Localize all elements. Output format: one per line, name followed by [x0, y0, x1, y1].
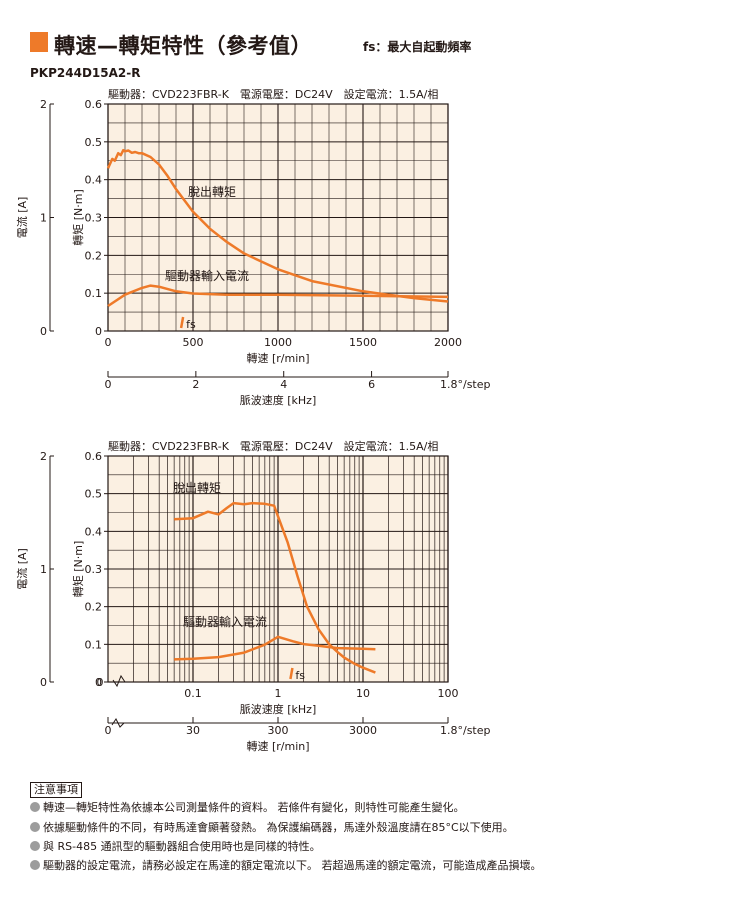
fs-marker	[289, 667, 294, 680]
y-tick-label: 0.4	[85, 174, 103, 187]
bullet-icon	[30, 822, 40, 832]
chart-condition: 驅動器：CVD223FBR-K 電源電壓：DC24V 設定電流：1.5A/相	[108, 87, 438, 101]
y2-axis-label: 電流 [A]	[15, 548, 29, 590]
y-tick-label: 0.6	[85, 98, 103, 111]
x2-axis-label: 脈波速度 [kHz]	[240, 393, 317, 407]
y-axis-label: 轉矩 [N·m]	[72, 189, 85, 246]
x2-tick-label: 0	[105, 724, 112, 737]
y-tick-label: 0.2	[85, 601, 103, 614]
x2-tick-label: 2	[192, 378, 199, 391]
note-item: 驅動器的設定電流，請務必設定在馬達的額定電流以下。 若超過馬達的額定電流，可能造…	[30, 859, 542, 873]
series-label: 驅動器輸入電流	[165, 268, 249, 283]
axis-break-mark	[111, 718, 125, 728]
x-tick-label: 2000	[434, 336, 462, 349]
y2-axis-label: 電流 [A]	[15, 197, 29, 239]
bullet-icon	[30, 802, 40, 812]
y2-tick-label: 0	[40, 676, 47, 689]
series-line	[174, 501, 376, 674]
y-tick-label: 0.1	[85, 638, 103, 651]
page-title: 轉速—轉矩特性（參考值）	[54, 34, 312, 58]
y-axis-label: 轉矩 [N·m]	[72, 541, 85, 598]
note-item: 與 RS-485 通訊型的驅動器組合使用時也是同樣的特性。	[30, 840, 321, 854]
x2-tick-label: 3000	[349, 724, 377, 737]
axis-break-mark	[112, 674, 126, 688]
x-tick-label: 1000	[264, 336, 292, 349]
y2-tick-label: 1	[40, 212, 47, 225]
x-tick-label: 500	[183, 336, 204, 349]
series-label: 脫出轉矩	[188, 184, 236, 199]
y2-tick-label: 2	[40, 98, 47, 111]
x2-unit-label: 1.8°/step	[440, 378, 491, 391]
y-tick-label: 0.5	[85, 136, 103, 149]
y-tick-label: 0	[95, 325, 102, 338]
x-axis-label: 轉速 [r/min]	[246, 352, 309, 365]
series-line	[174, 635, 376, 661]
chart-condition: 驅動器：CVD223FBR-K 電源電壓：DC24V 設定電流：1.5A/相	[108, 439, 438, 453]
series-line	[107, 284, 449, 308]
chart-speed-torque-log: 驅動器：CVD223FBR-K 電源電壓：DC24V 設定電流：1.5A/相 0 0…	[15, 439, 491, 753]
y-tick-label: 0	[95, 676, 102, 689]
y-tick-label: 0.4	[85, 525, 103, 538]
x2-tick-label: 0	[105, 378, 112, 391]
y-tick-label: 0.3	[85, 212, 103, 225]
x2-tick-label: 300	[268, 724, 289, 737]
x-tick-label: 0.1	[184, 687, 202, 700]
bullet-icon	[30, 860, 40, 870]
x2-unit-label: 1.8°/step	[440, 724, 491, 737]
x-tick-label: 100	[438, 687, 459, 700]
x-tick-label: 10	[356, 687, 370, 700]
y2-tick-label: 0	[40, 325, 47, 338]
chart-speed-torque-linear: 驅動器：CVD223FBR-K 電源電壓：DC24V 設定電流：1.5A/相00…	[15, 87, 491, 407]
x2-tick-label: 4	[280, 378, 287, 391]
y-tick-label: 0.5	[85, 488, 103, 501]
y2-tick-label: 2	[40, 450, 47, 463]
y-tick-label: 0.3	[85, 563, 103, 576]
title-marker	[30, 32, 48, 52]
fs-label: fs	[186, 318, 196, 331]
fs-marker	[179, 316, 185, 329]
model-number: PKP244D15A2-R	[30, 66, 141, 80]
y-tick-label: 0.6	[85, 450, 103, 463]
fs-label: fs	[295, 669, 305, 682]
note-item: 轉速—轉矩特性為依據本公司測量條件的資料。 若條件有變化，則特性可能產生變化。	[30, 801, 465, 815]
bullet-icon	[30, 841, 40, 851]
series-label: 脫出轉矩	[173, 480, 221, 495]
x-tick-label: 0	[97, 676, 104, 689]
notes-title: 注意事項	[30, 782, 82, 798]
series-label: 驅動器輸入電流	[183, 614, 267, 629]
x-tick-label: 0	[105, 336, 112, 349]
x2-axis-label: 轉速 [r/min]	[246, 740, 309, 753]
y2-tick-label: 1	[40, 563, 47, 576]
title-note: fs：最大自起動頻率	[363, 40, 472, 54]
x-tick-label: 1	[275, 687, 282, 700]
x2-tick-label: 6	[368, 378, 375, 391]
x-axis-label: 脈波速度 [kHz]	[240, 702, 317, 716]
y-tick-label: 0.1	[85, 287, 103, 300]
x-tick-label: 1500	[349, 336, 377, 349]
x2-tick-label: 30	[186, 724, 200, 737]
y-tick-label: 0.2	[85, 249, 103, 262]
note-item: 依據驅動條件的不同，有時馬達會顯著發熱。 為保護編碼器，馬達外殼溫度請在85°C…	[30, 821, 514, 835]
series-line	[106, 148, 449, 303]
